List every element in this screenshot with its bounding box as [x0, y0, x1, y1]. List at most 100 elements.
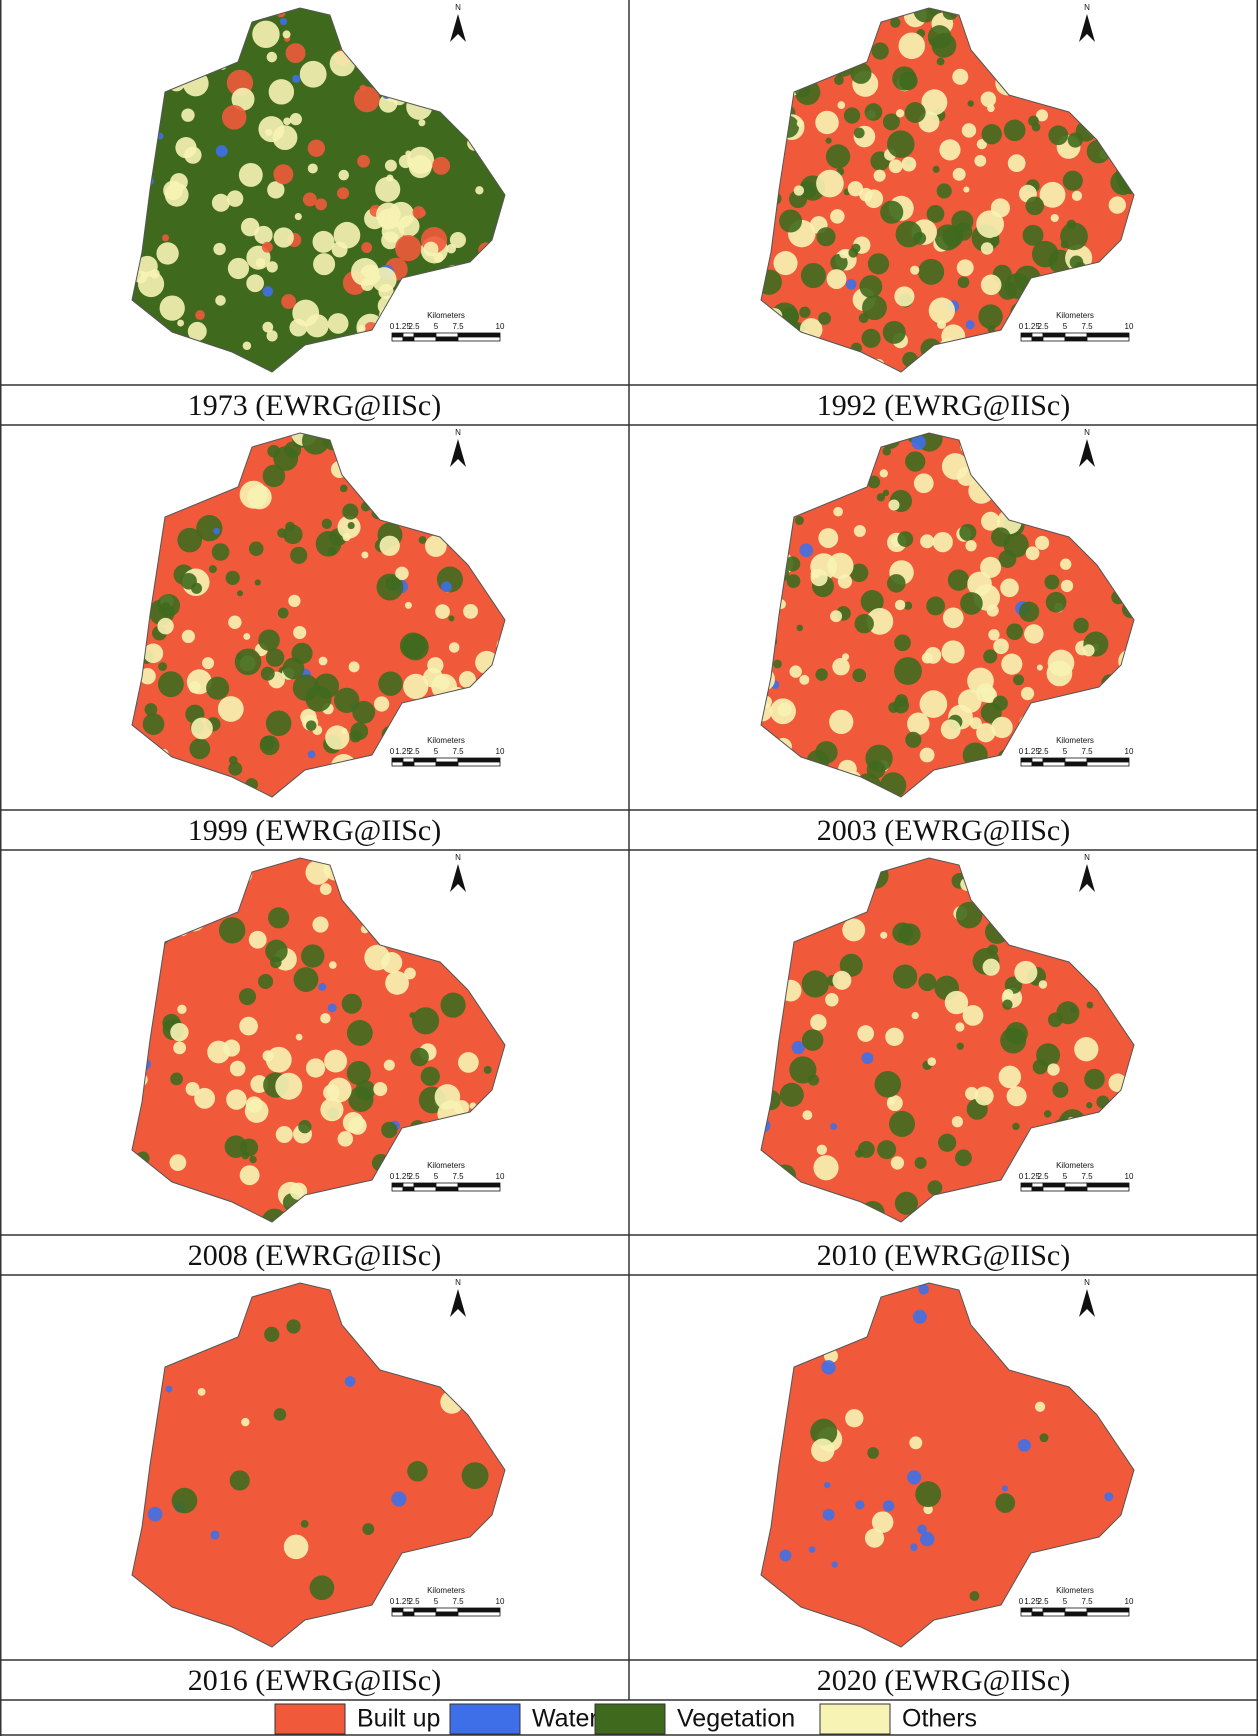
land-patch: [1119, 787, 1134, 797]
land-patch: [454, 1203, 468, 1217]
land-patch: [277, 528, 287, 538]
land-patch: [260, 666, 275, 681]
scale-tick-label: 7.5: [452, 322, 464, 331]
land-patch: [979, 25, 1000, 46]
land-patch: [867, 1447, 879, 1459]
land-patch: [769, 30, 779, 39]
scale-segment: [1086, 1182, 1130, 1188]
land-patch: [979, 455, 989, 465]
land-patch: [375, 176, 401, 203]
land-patch: [956, 1042, 964, 1050]
scale-segment: [435, 332, 459, 338]
land-patch: [1063, 515, 1072, 525]
land-patch: [997, 450, 1017, 469]
land-patch: [990, 236, 1000, 246]
land-patch: [139, 668, 156, 685]
scale-segment: [1086, 757, 1130, 763]
land-patch: [228, 761, 243, 776]
scale-segment: [457, 1611, 501, 1617]
land-patch: [1025, 546, 1040, 561]
scale-segment: [1031, 336, 1044, 342]
land-patch: [156, 40, 165, 50]
land-patch: [865, 744, 893, 772]
panel-caption: 2020 (EWRG@IISc): [817, 1664, 1070, 1697]
map-base: [132, 8, 505, 372]
land-patch: [761, 619, 773, 638]
land-patch: [463, 511, 490, 538]
land-patch: [175, 137, 197, 159]
land-patch: [1069, 501, 1082, 514]
land-patch: [433, 252, 444, 263]
land-patch: [288, 594, 301, 607]
land-patch: [926, 596, 946, 616]
land-patch: [793, 914, 813, 934]
scale-title: Kilometers: [427, 311, 465, 320]
land-patch: [1128, 601, 1134, 612]
land-patch: [808, 1546, 816, 1553]
land-patch: [761, 1300, 783, 1325]
land-patch: [443, 1142, 456, 1155]
land-patch: [309, 1575, 335, 1601]
scale-segment: [1031, 332, 1044, 338]
land-patch: [437, 782, 457, 797]
land-patch: [799, 440, 808, 449]
scale-segment: [435, 1607, 459, 1613]
land-patch: [229, 1470, 250, 1491]
scale-tick-label: 5: [434, 747, 439, 756]
land-patch: [1096, 525, 1111, 540]
land-patch: [967, 667, 994, 695]
map-outline: [760, 857, 1135, 1223]
scale-title: Kilometers: [427, 1586, 465, 1595]
scale-tick-label: 1.25: [1024, 322, 1040, 331]
land-patch: [419, 8, 442, 20]
land-patch: [981, 511, 1001, 531]
map-panel: N Kilometers 0 1.252.5 5 7.5 10 1973 (EWRG@IISc…: [131, 3, 506, 422]
land-patch: [289, 113, 302, 126]
land-patch: [475, 186, 484, 195]
land-patch: [894, 1191, 918, 1215]
land-patch: [830, 1123, 838, 1130]
land-patch: [1086, 931, 1094, 939]
land-patch: [196, 514, 223, 542]
land-patch: [434, 1191, 446, 1204]
land-patch: [816, 1144, 828, 1155]
land-patch: [185, 37, 208, 59]
land-patch: [924, 647, 942, 664]
land-patch: [1107, 514, 1127, 534]
land-patch: [346, 1020, 373, 1046]
scale-title: Kilometers: [1056, 736, 1094, 745]
land-patch: [486, 776, 505, 797]
land-patch: [934, 355, 943, 363]
legend-label: Water: [532, 1705, 598, 1733]
land-patch: [777, 702, 792, 717]
land-patch: [761, 536, 769, 554]
land-patch: [796, 119, 805, 128]
land-patch: [440, 1390, 464, 1414]
scale-segment: [1086, 1186, 1130, 1192]
land-patch: [132, 1011, 136, 1020]
land-patch: [385, 576, 401, 591]
scale-title: Kilometers: [1056, 1586, 1094, 1595]
land-patch: [1001, 1485, 1009, 1492]
land-patch: [962, 434, 977, 449]
land-patch: [974, 1086, 994, 1106]
land-patch: [327, 313, 349, 334]
land-patch: [910, 1543, 918, 1551]
land-patch: [404, 1557, 418, 1571]
land-patch: [955, 1022, 965, 1032]
land-patch: [1044, 574, 1060, 590]
land-patch: [1127, 564, 1134, 584]
north-arrow: [1079, 1289, 1095, 1317]
map-panel: N Kilometers 0 1.252.5 5 7.5 10 2016 (EWRG@IISc…: [131, 1278, 506, 1697]
land-patch: [907, 1470, 922, 1485]
land-patch: [1076, 74, 1088, 86]
land-patch: [824, 1481, 831, 1489]
land-patch: [995, 1493, 1016, 1513]
scale-tick-label: 1.25: [395, 747, 411, 756]
land-patch: [265, 1046, 292, 1073]
land-patch: [1025, 196, 1045, 216]
land-patch: [1096, 1095, 1110, 1109]
land-patch: [1072, 1355, 1086, 1369]
land-patch: [1104, 1492, 1114, 1502]
land-patch: [905, 731, 922, 748]
